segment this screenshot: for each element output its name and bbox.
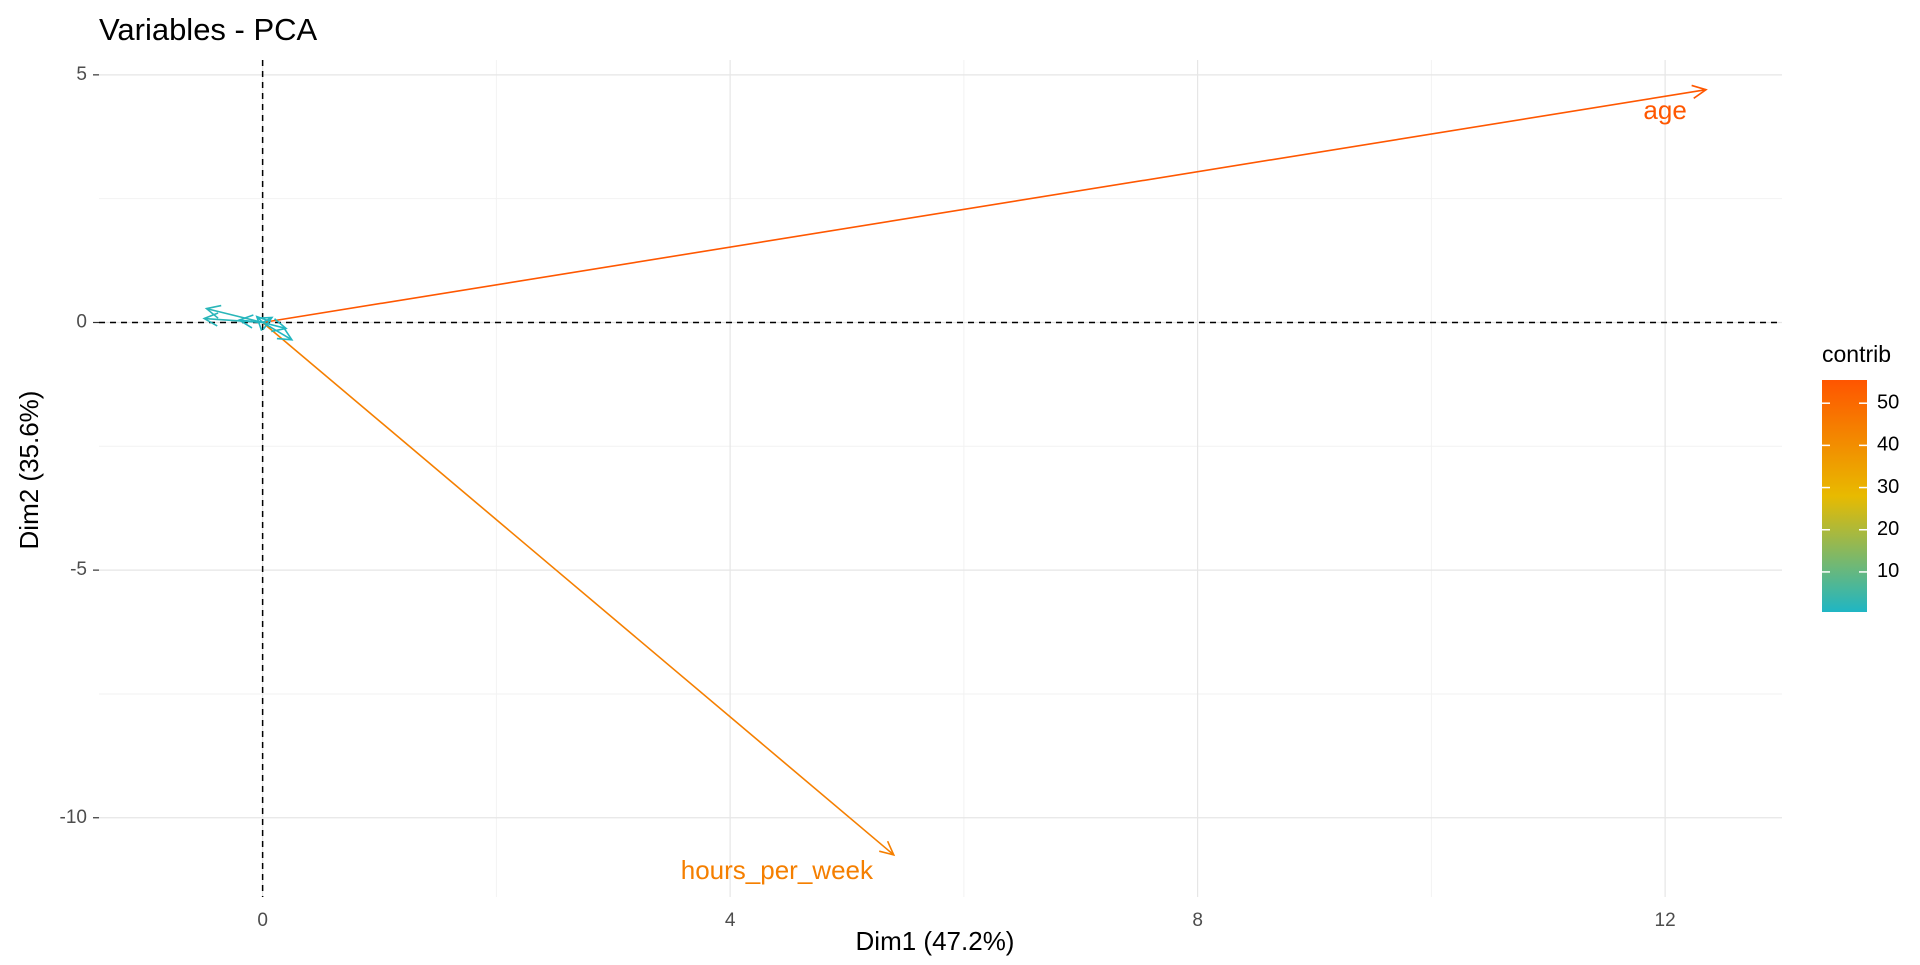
variable-arrow bbox=[256, 316, 274, 331]
variable-arrow bbox=[262, 84, 1708, 324]
legend-tick-label: 10 bbox=[1877, 560, 1899, 582]
y-tick-label: -10 bbox=[60, 807, 87, 828]
grid-layer bbox=[99, 60, 1782, 897]
chart-title: Variables - PCA bbox=[99, 12, 318, 47]
x-tick-label: 4 bbox=[725, 910, 736, 931]
variable-labels: age hours_per_week bbox=[681, 95, 1687, 885]
legend-tick-label: 50 bbox=[1877, 391, 1899, 413]
legend-tick-label: 30 bbox=[1877, 476, 1899, 498]
legend-colorbar bbox=[1822, 380, 1867, 612]
y-tick-label: 5 bbox=[76, 64, 87, 85]
y-tick-label: 0 bbox=[76, 312, 87, 333]
y-tick-label: -5 bbox=[70, 559, 87, 580]
legend-title: contrib bbox=[1822, 341, 1891, 367]
axes: 0 4 8 12 5 0 -5 -10 bbox=[60, 64, 1676, 931]
variable-arrows bbox=[202, 84, 1708, 857]
legend-tick-label: 20 bbox=[1877, 518, 1899, 540]
y-axis-title: Dim2 (35.6%) bbox=[14, 391, 44, 550]
variable-arrow bbox=[262, 321, 294, 341]
reference-lines bbox=[99, 60, 1782, 897]
x-tick-label: 12 bbox=[1655, 910, 1676, 931]
legend: contrib 10 20 30 40 50 bbox=[1822, 341, 1899, 612]
x-axis-title: Dim1 (47.2%) bbox=[856, 926, 1015, 956]
variable-arrow bbox=[262, 318, 288, 333]
variable-arrow bbox=[262, 321, 896, 857]
x-tick-label: 8 bbox=[1192, 910, 1203, 931]
variable-label: hours_per_week bbox=[681, 855, 874, 885]
legend-tick-label: 40 bbox=[1877, 434, 1899, 456]
x-tick-label: 0 bbox=[257, 910, 268, 931]
variable-label: age bbox=[1643, 95, 1686, 125]
